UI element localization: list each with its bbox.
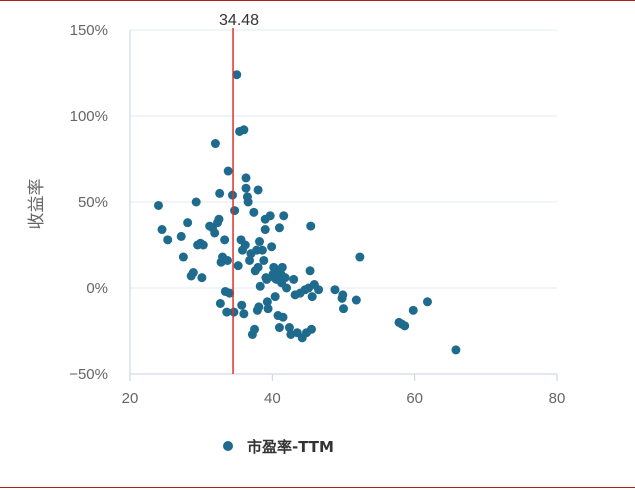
scatter-point[interactable]: [338, 290, 348, 300]
scatter-point[interactable]: [240, 240, 250, 250]
scatter-point[interactable]: [255, 281, 265, 291]
scatter-point[interactable]: [239, 309, 249, 319]
scatter-point[interactable]: [222, 255, 232, 265]
scatter-point[interactable]: [260, 225, 270, 235]
bottom-border-rule: [0, 487, 635, 488]
scatter-point[interactable]: [253, 262, 263, 272]
scatter-point[interactable]: [178, 252, 188, 262]
scatter-point[interactable]: [280, 273, 290, 283]
scatter-point[interactable]: [153, 200, 163, 210]
scatter-point[interactable]: [232, 70, 242, 80]
x-tick-label: 80: [549, 390, 566, 407]
scatter-point[interactable]: [191, 197, 201, 207]
y-axis-ticks: 150% 100% 50% 0% −50%: [69, 22, 108, 383]
scatter-point[interactable]: [223, 166, 233, 176]
scatter-point[interactable]: [176, 231, 186, 241]
scatter-point[interactable]: [225, 288, 235, 298]
scatter-point[interactable]: [197, 273, 207, 283]
scatter-point[interactable]: [229, 307, 239, 317]
scatter-point[interactable]: [274, 323, 284, 333]
scatter-point[interactable]: [253, 185, 263, 195]
scatter-point[interactable]: [241, 173, 251, 183]
scatter-point[interactable]: [282, 283, 292, 293]
scatter-point[interactable]: [270, 292, 280, 302]
scatter-point[interactable]: [355, 252, 365, 262]
scatter-point[interactable]: [249, 207, 259, 217]
scatter-point[interactable]: [222, 307, 232, 317]
scatter-point[interactable]: [330, 285, 340, 295]
data-points: [153, 70, 461, 355]
scatter-point[interactable]: [257, 245, 267, 255]
y-tick-label: 150%: [70, 22, 108, 39]
scatter-point[interactable]: [157, 225, 167, 235]
scatter-point[interactable]: [263, 304, 273, 314]
scatter-point[interactable]: [230, 206, 240, 216]
scatter-point[interactable]: [408, 305, 418, 315]
scatter-point[interactable]: [289, 274, 299, 284]
scatter-point[interactable]: [259, 255, 269, 265]
scatter-point[interactable]: [305, 266, 315, 276]
scatter-point[interactable]: [451, 345, 461, 355]
scatter-point[interactable]: [306, 324, 316, 334]
scatter-point[interactable]: [254, 302, 264, 312]
scatter-point[interactable]: [278, 312, 288, 322]
scatter-point[interactable]: [250, 324, 260, 334]
y-tick-label: −50%: [69, 366, 108, 383]
scatter-point[interactable]: [163, 235, 173, 245]
scatter-point[interactable]: [279, 211, 289, 221]
scatter-point[interactable]: [215, 298, 225, 308]
scatter-point[interactable]: [239, 125, 249, 135]
scatter-point[interactable]: [210, 139, 220, 149]
y-axis-label: 收益率: [27, 179, 47, 230]
legend-marker-icon: [223, 441, 233, 451]
scatter-point[interactable]: [277, 262, 287, 272]
scatter-point[interactable]: [339, 304, 348, 314]
scatter-point[interactable]: [306, 221, 316, 231]
scatter-point[interactable]: [243, 197, 253, 207]
scatter-point[interactable]: [351, 295, 361, 305]
scatter-point[interactable]: [284, 323, 294, 333]
scatter-point[interactable]: [400, 321, 410, 331]
scatter-point[interactable]: [233, 261, 243, 271]
top-border-rule: [0, 0, 635, 1]
legend[interactable]: 市盈率-TTM: [223, 438, 334, 456]
legend-label: 市盈率-TTM: [247, 438, 334, 456]
scatter-point[interactable]: [262, 297, 272, 307]
y-tick-label: 50%: [78, 194, 108, 211]
x-tick-label: 60: [406, 390, 423, 407]
scatter-point[interactable]: [274, 223, 284, 233]
axes: [129, 30, 557, 375]
scatter-point[interactable]: [314, 285, 324, 295]
x-axis-ticks: 20 40 60 80: [122, 374, 566, 407]
scatter-point[interactable]: [214, 214, 224, 224]
scatter-point[interactable]: [422, 297, 432, 307]
x-tick-label: 40: [264, 390, 281, 407]
scatter-point[interactable]: [245, 255, 255, 265]
scatter-point[interactable]: [241, 183, 251, 193]
scatter-point[interactable]: [198, 240, 208, 250]
x-tick-label: 20: [122, 390, 139, 407]
scatter-point[interactable]: [262, 274, 272, 284]
y-tick-label: 100%: [70, 108, 108, 125]
y-tick-label: 0%: [86, 280, 108, 297]
scatter-point[interactable]: [267, 242, 277, 252]
scatter-point[interactable]: [215, 188, 225, 198]
scatter-point[interactable]: [265, 211, 275, 221]
scatter-point[interactable]: [183, 218, 193, 228]
reference-line-label: 34.48: [219, 12, 259, 29]
scatter-point[interactable]: [307, 292, 317, 302]
scatter-point[interactable]: [210, 228, 220, 238]
scatter-point[interactable]: [255, 237, 265, 247]
scatter-point[interactable]: [220, 235, 230, 245]
reference-line-group: 34.48: [219, 12, 259, 374]
scatter-point[interactable]: [237, 300, 247, 310]
scatter-point[interactable]: [188, 268, 198, 278]
